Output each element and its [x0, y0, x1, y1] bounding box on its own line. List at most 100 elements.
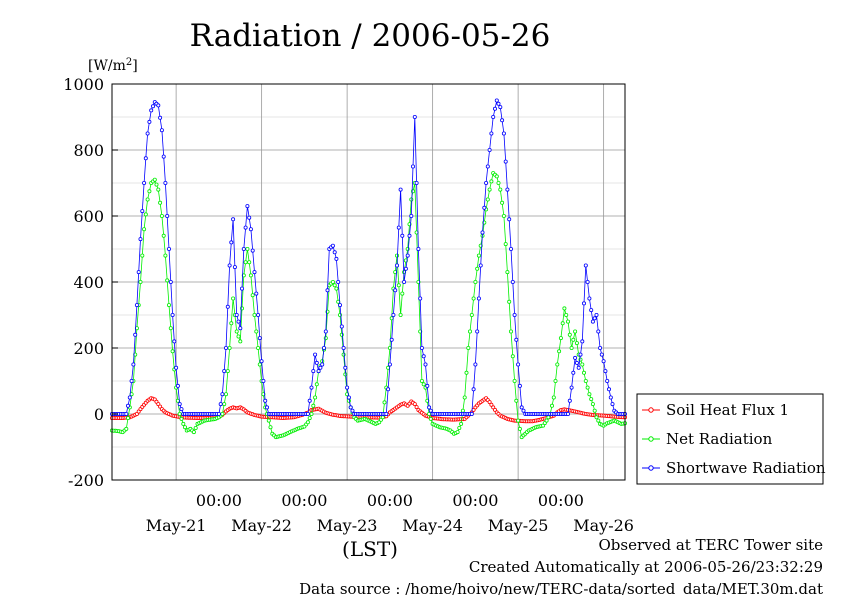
y-axis-label-end: ]	[132, 58, 137, 74]
data-point	[124, 411, 129, 416]
data-point	[403, 266, 408, 271]
data-point	[225, 369, 230, 374]
data-point	[330, 243, 335, 248]
x-tick-day: May-22	[231, 516, 292, 535]
data-point	[227, 345, 232, 350]
data-point	[555, 362, 560, 367]
data-point	[598, 345, 603, 350]
data-point	[610, 402, 615, 407]
data-point	[455, 430, 460, 435]
x-tick-day: May-25	[488, 516, 549, 535]
data-point	[166, 303, 171, 308]
data-point	[321, 345, 326, 350]
x-tick-day: May-23	[317, 516, 378, 535]
data-point	[427, 405, 432, 410]
data-point	[512, 378, 517, 383]
x-tick-day: May-26	[573, 516, 634, 535]
y-tick-labels: -200 0 200 400 600 800 1000	[63, 75, 118, 490]
data-point	[521, 408, 526, 413]
data-point	[222, 369, 227, 374]
data-point	[592, 408, 597, 413]
footer: Observed at TERC Tower site Created Autom…	[299, 536, 823, 595]
data-point	[484, 180, 489, 185]
data-point	[517, 383, 522, 388]
data-point	[464, 370, 469, 375]
data-point	[311, 403, 316, 408]
legend-swatch-marker	[648, 436, 654, 442]
data-point	[569, 345, 574, 350]
data-point	[343, 365, 348, 370]
data-point	[573, 355, 578, 360]
data-point	[467, 329, 472, 334]
data-point	[245, 246, 250, 251]
data-point	[394, 253, 399, 258]
data-point	[592, 316, 597, 321]
data-point	[345, 385, 350, 390]
data-point	[460, 408, 465, 413]
data-point	[391, 312, 396, 317]
data-point	[313, 352, 318, 357]
data-point	[254, 291, 259, 296]
data-point	[239, 286, 244, 291]
legend-entry: Shortwave Radiation	[666, 459, 826, 477]
data-point	[557, 349, 562, 354]
data-point	[605, 378, 610, 383]
y-tick-label: 200	[73, 339, 104, 358]
data-point	[316, 369, 321, 374]
data-point	[348, 405, 353, 410]
data-point	[336, 279, 341, 284]
data-point	[551, 395, 556, 400]
data-point	[159, 128, 164, 133]
data-point	[147, 189, 152, 194]
data-point	[491, 115, 496, 120]
data-point	[231, 217, 236, 222]
data-point	[398, 312, 403, 317]
data-point	[163, 180, 168, 185]
data-point	[129, 378, 134, 383]
data-point	[501, 131, 506, 136]
data-point	[263, 398, 268, 403]
data-point	[428, 408, 433, 413]
x-tick-time: 00:00	[452, 491, 498, 510]
data-point	[166, 246, 171, 251]
data-point	[405, 246, 410, 251]
footer-line: Data source : /home/hoivo/new/TERC-data/…	[299, 580, 823, 595]
x-tick-day: May-21	[146, 516, 207, 535]
data-point	[589, 308, 594, 313]
data-point	[147, 119, 152, 124]
data-point	[154, 182, 159, 187]
y-tick-label: 600	[73, 207, 104, 226]
data-point	[305, 420, 310, 425]
data-point	[138, 237, 143, 242]
data-point	[149, 108, 154, 113]
data-point	[564, 312, 569, 317]
data-point	[179, 416, 184, 421]
data-point	[414, 180, 419, 185]
data-point	[396, 283, 401, 288]
y-tick-label: 800	[73, 141, 104, 160]
data-point	[222, 402, 227, 407]
data-point	[320, 362, 325, 367]
data-point	[318, 365, 323, 370]
data-point	[247, 260, 252, 265]
data-point	[341, 352, 346, 357]
data-point	[341, 345, 346, 350]
data-point	[489, 179, 494, 184]
data-point	[131, 362, 136, 367]
data-point	[168, 279, 173, 284]
data-point	[599, 352, 604, 357]
data-point	[482, 205, 487, 210]
data-point	[140, 209, 145, 214]
data-point	[585, 385, 590, 390]
data-point	[234, 329, 239, 334]
data-point	[152, 177, 157, 182]
data-point	[266, 418, 271, 423]
data-point	[133, 332, 138, 337]
data-point	[156, 187, 161, 192]
data-point	[126, 416, 131, 421]
data-point	[498, 105, 503, 110]
data-point	[590, 402, 595, 407]
data-point	[485, 164, 490, 169]
data-point	[574, 341, 579, 346]
data-point	[229, 321, 234, 326]
